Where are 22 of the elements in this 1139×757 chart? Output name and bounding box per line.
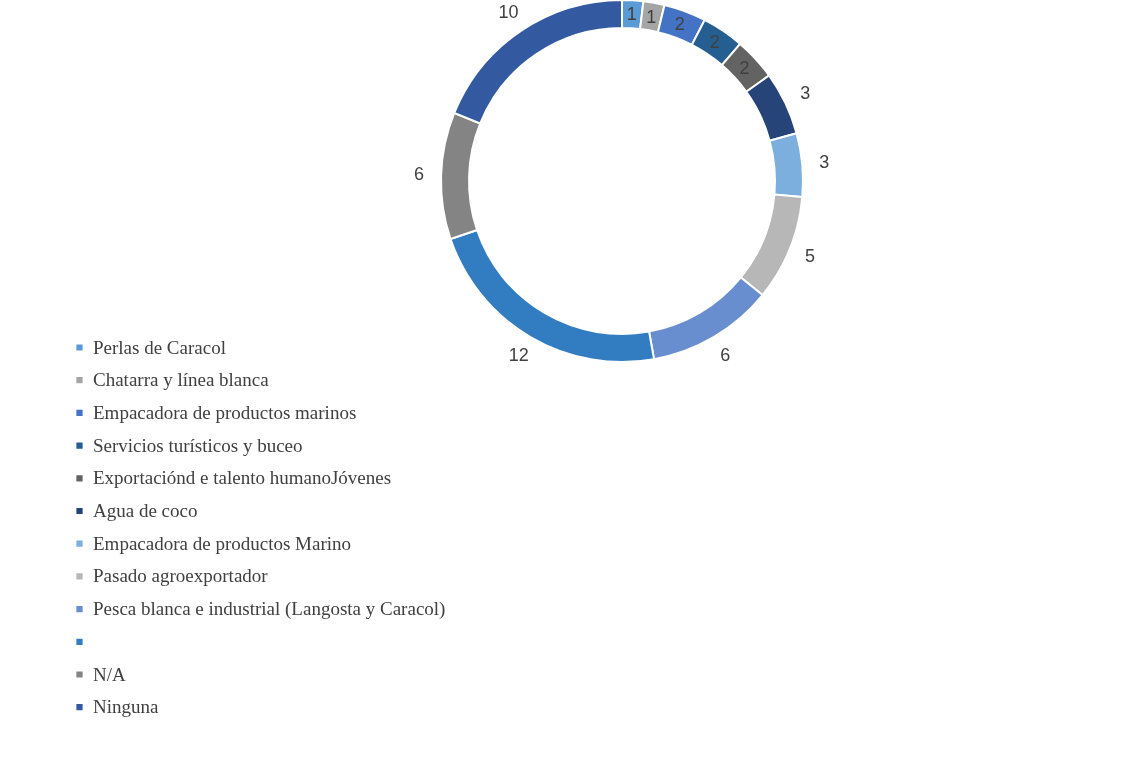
data-label: 1 [646, 6, 657, 27]
data-label: 1 [626, 4, 637, 25]
legend-label: Pesca blanca e industrial (Langosta y Caracol) [93, 598, 446, 621]
data-label: 6 [414, 163, 425, 184]
legend-label: Empacadora de productos Marino [93, 532, 351, 554]
data-label: 2 [674, 14, 685, 35]
data-label: 5 [805, 246, 816, 267]
data-label: 12 [508, 344, 529, 365]
data-label: 10 [498, 1, 519, 22]
legend-label: Agua de coco [93, 500, 198, 521]
legend-label: Exportaciónd e talento humanoJóvenes [93, 467, 392, 489]
legend-label: Chatarra y línea blanca [93, 369, 270, 391]
legend-label: Perlas de Caracol [93, 336, 226, 358]
data-label: 3 [819, 151, 830, 172]
legend-label: Ninguna [93, 696, 159, 718]
data-label: 6 [720, 344, 731, 365]
legend-label: Empacadora de productos marinos [93, 401, 357, 423]
data-label: 2 [709, 32, 720, 53]
legend-label: N/A [93, 663, 126, 685]
data-label: 3 [800, 82, 811, 103]
legend-label: Pasado agroexportador [93, 565, 269, 587]
legend-label: Servicios turísticos y buceo [93, 434, 303, 456]
